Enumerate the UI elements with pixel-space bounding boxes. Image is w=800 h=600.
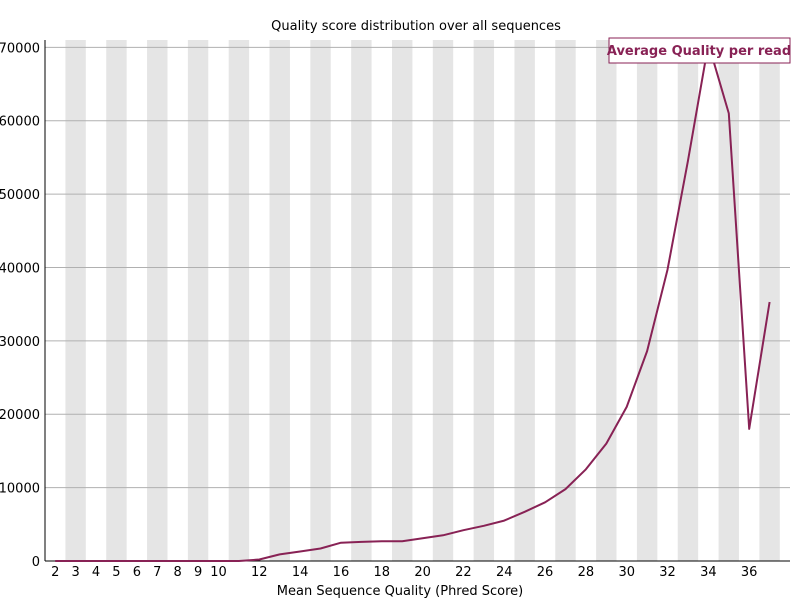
x-tick-label: 14 — [292, 565, 309, 580]
x-tick-label: 18 — [374, 565, 391, 580]
column-band — [432, 40, 454, 561]
x-tick-label: 20 — [414, 565, 431, 580]
x-tick-label: 30 — [618, 565, 635, 580]
column-band — [187, 40, 209, 561]
y-tick-label: 70000 — [0, 41, 40, 56]
x-tick-label: 36 — [741, 565, 758, 580]
column-band — [718, 40, 739, 561]
y-tick-label: 60000 — [0, 115, 40, 130]
series-line — [55, 42, 771, 562]
column-band — [228, 40, 250, 561]
column-band — [596, 40, 617, 561]
series-layer — [55, 42, 771, 562]
x-tick-label: 7 — [153, 565, 161, 580]
y-tick-label: 50000 — [0, 188, 40, 203]
x-tick-label: 24 — [496, 565, 513, 580]
y-tick-label: 20000 — [0, 408, 40, 423]
y-tick-label: 10000 — [0, 482, 40, 497]
x-tick-label: 22 — [455, 565, 472, 580]
legend-box — [608, 37, 791, 64]
column-bands — [65, 40, 780, 561]
x-tick-label: 12 — [251, 565, 268, 580]
x-tick-label: 6 — [133, 565, 141, 580]
x-tick-label: 32 — [659, 565, 676, 580]
column-band — [391, 40, 413, 561]
column-band — [514, 40, 535, 561]
column-band — [473, 40, 495, 561]
x-tick-label: 5 — [112, 565, 120, 580]
column-band — [351, 40, 372, 561]
chart-title: Quality score distribution over all sequ… — [271, 19, 561, 34]
x-tick-label: 34 — [700, 565, 717, 580]
x-tick-label: 4 — [92, 565, 100, 580]
column-band — [310, 40, 331, 561]
legend-entry: Average Quality per read — [607, 44, 791, 59]
x-tick-label: 26 — [537, 565, 554, 580]
x-tick-label: 3 — [71, 565, 79, 580]
x-tick-label: 9 — [194, 565, 202, 580]
column-band — [636, 40, 658, 561]
column-band — [269, 40, 290, 561]
y-tick-label: 30000 — [0, 335, 40, 350]
column-band — [759, 40, 780, 561]
x-tick-label: 16 — [333, 565, 350, 580]
legend: Average Quality per read — [607, 37, 791, 64]
column-band — [677, 40, 699, 561]
x-axis-label: Mean Sequence Quality (Phred Score) — [277, 584, 523, 599]
column-band — [106, 40, 127, 561]
x-tick-label: 8 — [174, 565, 182, 580]
column-band — [65, 40, 86, 561]
x-tick-label: 10 — [210, 565, 227, 580]
y-tick-label: 40000 — [0, 261, 40, 276]
column-band — [147, 40, 168, 561]
column-band — [555, 40, 576, 561]
x-tick-label: 2 — [51, 565, 59, 580]
x-tick-label: 28 — [578, 565, 595, 580]
y-tick-label: 0 — [32, 555, 40, 570]
